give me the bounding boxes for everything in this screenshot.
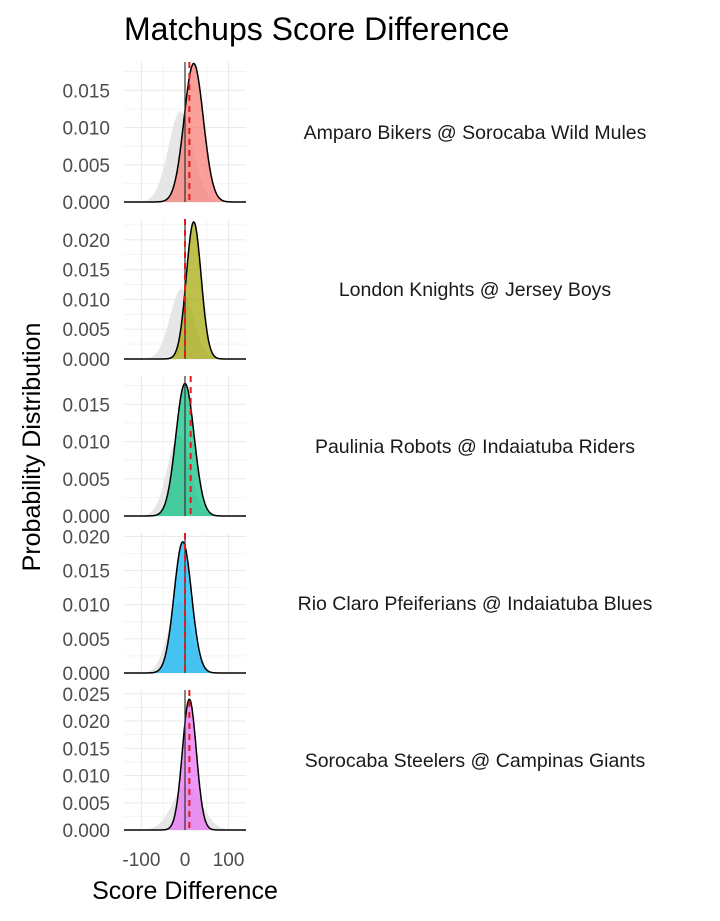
y-tick-label: 0.010 [62, 433, 110, 454]
y-tick-label: 0.000 [62, 664, 110, 685]
y-tick-label: 0.005 [62, 320, 110, 341]
x-tick-label: 100 [213, 850, 245, 871]
panel-1: 0.000 0.005 0.010 0.015 Amparo Bikers @ Soro… [62, 62, 647, 214]
y-tick-label: 0.020 [62, 712, 110, 733]
y-tick-label: 0.020 [62, 527, 110, 548]
y-tick-label: 0.005 [62, 156, 110, 177]
panel-3: 0.000 0.005 0.010 0.015 Paulinia Robots @ In… [62, 376, 635, 528]
y-tick-label: 0.010 [62, 290, 110, 311]
y-tick-label: 0.015 [62, 739, 110, 760]
x-tick-label: -100 [122, 850, 160, 871]
panel-label: Paulinia Robots @ Indaiatuba Riders [315, 436, 635, 458]
y-tick-label: 0.005 [62, 794, 110, 815]
x-tick-label: 0 [180, 850, 191, 871]
y-tick-label: 0.005 [62, 630, 110, 651]
y-tick-label: 0.005 [62, 470, 110, 491]
y-tick-label: 0.000 [62, 193, 110, 214]
y-tick-label: 0.020 [62, 231, 110, 252]
y-tick-label: 0.000 [62, 350, 110, 371]
panels-group: 0.000 0.005 0.010 0.015 Amparo Bikers @ Soro… [62, 62, 653, 842]
y-tick-label: 0.010 [62, 596, 110, 617]
chart-title: Matchups Score Difference [124, 11, 509, 47]
y-tick-label: 0.010 [62, 119, 110, 140]
y-tick-label: 0.015 [62, 81, 110, 102]
panel-5: 0.000 0.005 0.010 0.015 0.020 0.025 Sorocaba S… [62, 685, 645, 842]
y-tick-label: 0.010 [62, 767, 110, 788]
panel-2: 0.000 0.005 0.010 0.015 0.020 London Knights … [62, 219, 611, 371]
panel-label: Rio Claro Pfeiferians @ Indaiatuba Blues [298, 593, 653, 615]
panel-label: Sorocaba Steelers @ Campinas Giants [305, 750, 646, 772]
y-tick-label: 0.000 [62, 821, 110, 842]
panel-label: London Knights @ Jersey Boys [339, 279, 612, 301]
y-tick-label: 0.015 [62, 395, 110, 416]
x-axis-title: Score Difference [92, 877, 278, 905]
panel-4: 0.000 0.005 0.010 0.015 0.020 Rio Claro Pfeif… [62, 527, 652, 685]
y-tick-label: 0.015 [62, 562, 110, 583]
x-tick-labels: -100 0 100 [122, 850, 244, 871]
panel-label: Amparo Bikers @ Sorocaba Wild Mules [304, 122, 647, 144]
y-axis-title: Probability Distribution [18, 323, 46, 572]
y-tick-label: 0.000 [62, 507, 110, 528]
y-tick-label: 0.015 [62, 261, 110, 282]
y-tick-label: 0.025 [62, 685, 110, 706]
